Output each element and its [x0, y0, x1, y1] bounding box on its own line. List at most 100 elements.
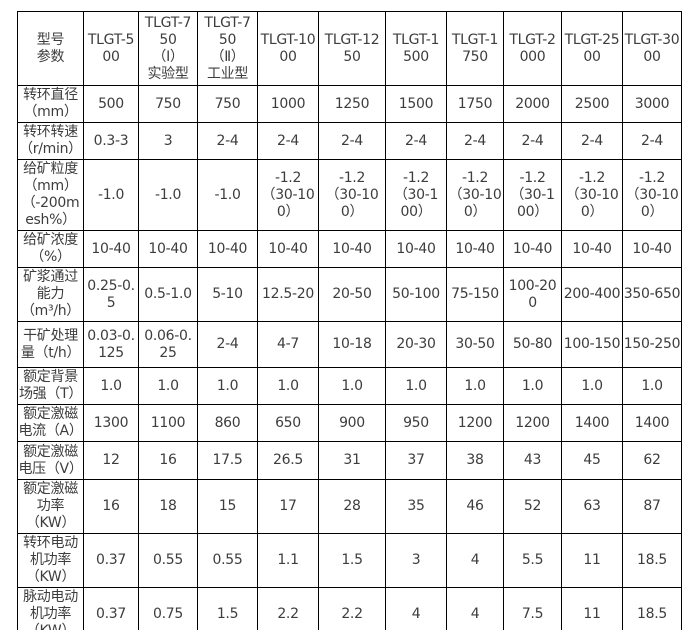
cell: 5.5 [503, 533, 562, 588]
row-label: 额定激磁 电压（V） [17, 441, 84, 480]
cell: 35 [385, 479, 447, 534]
column-header: TLGT-5 00 [83, 11, 139, 86]
cell: 10-40 [197, 230, 258, 268]
cell: 10-40 [318, 230, 386, 268]
cell: 10-40 [138, 230, 198, 268]
row-label: 脉动电动 机功率 （KW） [17, 587, 84, 630]
cell: -1.0 [83, 159, 139, 231]
table-row: 给矿粒度 （mm） （-200m esh%） -1.0 -1.0 -1.0 -1.2 （… [17, 159, 682, 231]
cell: 4 [446, 587, 504, 630]
cell: 15 [197, 479, 258, 534]
table-row: 转环转速 （r/min） 0.3-3 3 2-4 2-4 2-4 2-4 2-4 2-4 2-4 2… [17, 122, 682, 160]
cell: 2-4 [318, 122, 386, 160]
table-row: 转环直径 （mm） 500 750 750 1000 1250 1500 1750 2000 25… [17, 85, 682, 123]
cell: 17.5 [197, 441, 258, 480]
cell: 100-150 [561, 321, 623, 368]
row-label: 矿浆通过 能力 （m³/h） [17, 267, 84, 322]
cell: 16 [138, 441, 198, 480]
cell: 0.25-0. 5 [83, 267, 139, 322]
cell: -1.2 （30-10 0） [318, 159, 386, 231]
row-label: 转环电动 机功率 （KW） [17, 533, 84, 588]
cell: 1.0 [446, 367, 504, 405]
cell: 75-150 [446, 267, 504, 322]
column-header: TLGT-2 000 [503, 11, 562, 86]
cell: 2-4 [622, 122, 682, 160]
cell: 1500 [385, 85, 447, 123]
cell: 2-4 [257, 122, 319, 160]
table-row: 转环电动 机功率 （KW） 0.37 0.55 0.55 1.1 1.5 3 4 5.5 11 18… [17, 533, 682, 588]
cell: 0.55 [138, 533, 198, 588]
cell: -1.0 [197, 159, 258, 231]
row-label: 给矿粒度 （mm） （-200m esh%） [17, 159, 84, 231]
cell: 16 [83, 479, 139, 534]
cell: 0.03-0. 125 [83, 321, 139, 368]
cell: 1.0 [385, 367, 447, 405]
cell: 650 [257, 404, 319, 442]
cell: -1.2 （30-10 0） [561, 159, 623, 231]
cell: 350-650 [622, 267, 682, 322]
row-label: 额定背景 场强（T） [17, 367, 84, 405]
cell: 0.55 [197, 533, 258, 588]
cell: 2.2 [257, 587, 319, 630]
row-label: 干矿处理 量（t/h） [17, 321, 84, 368]
cell: 10-18 [318, 321, 386, 368]
cell: -1.0 [138, 159, 198, 231]
cell: 1250 [318, 85, 386, 123]
cell: 3 [138, 122, 198, 160]
cell: 28 [318, 479, 386, 534]
cell: 0.37 [83, 587, 139, 630]
cell: 63 [561, 479, 623, 534]
cell: 50-100 [385, 267, 447, 322]
table-row: 脉动电动 机功率 （KW）0.370.751.52.22.2447.51118.… [17, 587, 682, 630]
cell: 10-40 [622, 230, 682, 268]
cell: 150-250 [622, 321, 682, 368]
cell: 1200 [446, 404, 504, 442]
cell: 18.5 [622, 533, 682, 588]
cell: 1100 [138, 404, 198, 442]
cell: 1.0 [503, 367, 562, 405]
cell: 1750 [446, 85, 504, 123]
cell: 10-40 [257, 230, 319, 268]
cell: 12 [83, 441, 139, 480]
row-label: 额定激磁 功率 （KW） [17, 479, 84, 534]
cell: 0.75 [138, 587, 198, 630]
cell: 45 [561, 441, 623, 480]
cell: 26.5 [257, 441, 319, 480]
cell: 2500 [561, 85, 623, 123]
cell: 0.06-0. 25 [138, 321, 198, 368]
cell: 31 [318, 441, 386, 480]
cell: 62 [622, 441, 682, 480]
cell: 500 [83, 85, 139, 123]
cell: 0.3-3 [83, 122, 139, 160]
cell: 17 [257, 479, 319, 534]
cell: 2000 [503, 85, 562, 123]
cell: 1.0 [83, 367, 139, 405]
column-header: TLGT-7 50 （Ⅰ） 实验型 [138, 11, 198, 86]
column-header: TLGT-7 50 （Ⅱ） 工业型 [197, 11, 258, 86]
cell: 2-4 [197, 122, 258, 160]
cell: 12.5-20 [257, 267, 319, 322]
column-header: TLGT-30 00 [622, 11, 682, 86]
cell: 950 [385, 404, 447, 442]
cell: 38 [446, 441, 504, 480]
cell: 18 [138, 479, 198, 534]
spec-table: 型号 参数 TLGT-5 00 TLGT-7 50 （Ⅰ） 实验型 TLGT-7 50… [17, 11, 682, 630]
cell: 2-4 [197, 321, 258, 368]
cell: 0.5-1.0 [138, 267, 198, 322]
cell: 11 [561, 587, 623, 630]
cell: 52 [503, 479, 562, 534]
cell: -1.2 （30-10 0） [622, 159, 682, 231]
cell: 2-4 [385, 122, 447, 160]
cell: 2.2 [318, 587, 386, 630]
cell: 1.5 [318, 533, 386, 588]
cell: 900 [318, 404, 386, 442]
cell: 1.0 [318, 367, 386, 405]
row-label: 转环直径 （mm） [17, 85, 84, 123]
cell: 20-30 [385, 321, 447, 368]
column-header: TLGT-12 50 [318, 11, 386, 86]
cell: 50-80 [503, 321, 562, 368]
cell: 3 [385, 533, 447, 588]
cell: 1.0 [561, 367, 623, 405]
table-row: 给矿浓度 （%） 10-40 10-40 10-40 10-40 10-40 10-40 10… [17, 230, 682, 268]
spec-table-body: 转环直径 （mm） 500 750 750 1000 1250 1500 1750 2000 25… [17, 85, 682, 630]
